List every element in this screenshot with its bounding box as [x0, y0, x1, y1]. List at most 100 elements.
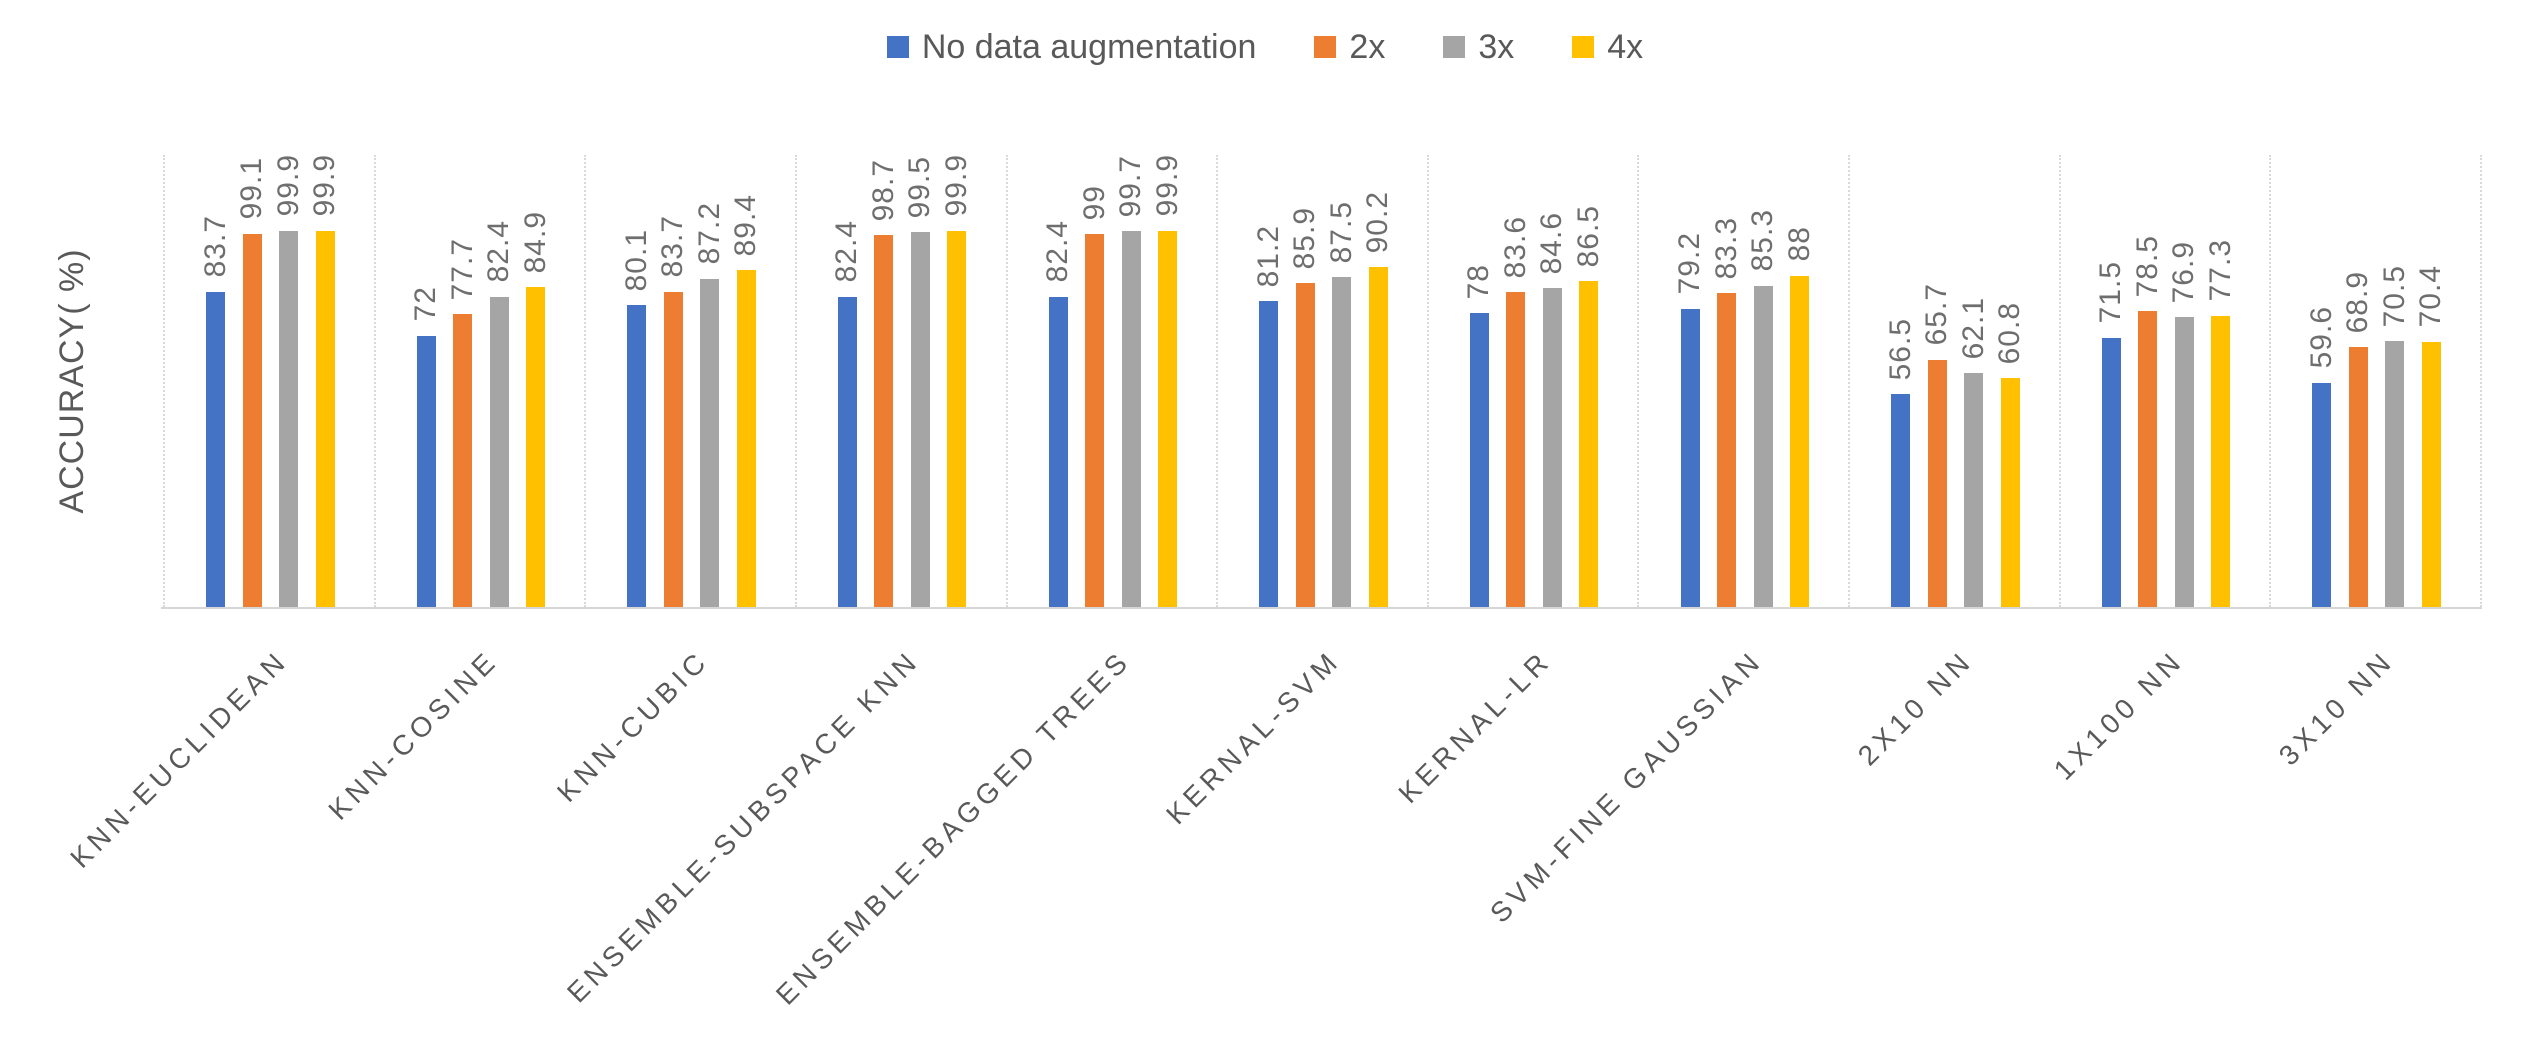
- bar: [874, 235, 894, 607]
- legend-swatch-icon: [1443, 36, 1466, 58]
- plot-right-edge: [2480, 155, 2482, 607]
- legend-label: 2x: [1349, 28, 1386, 66]
- bar-group: 71.5 78.5 76.9 77.3: [2058, 155, 2272, 607]
- bar-group: 59.6 68.9 70.5 70.4: [2269, 155, 2482, 607]
- bar-value-label: 82.4: [830, 220, 864, 283]
- bar: [1368, 267, 1388, 607]
- bar: [1259, 301, 1279, 607]
- bar-value-label: 99.9: [939, 154, 973, 217]
- bar-value-label: 62.1: [1956, 296, 1990, 360]
- legend-label: No data augmentation: [921, 28, 1257, 66]
- bar-value-label: 71.5: [2094, 261, 2128, 324]
- bar-value-label: 84.6: [1535, 211, 1569, 275]
- bar: [2348, 347, 2368, 607]
- bar: [1790, 275, 1810, 607]
- bar-group: 72 77.7 82.4 84.9: [373, 155, 587, 607]
- bar: [416, 335, 436, 607]
- bar: [2211, 315, 2231, 607]
- bar: [1506, 292, 1526, 607]
- bar-value-label: 77.3: [2203, 239, 2237, 302]
- bar-group: 82.4 98.7 99.5 99.9: [794, 154, 1008, 607]
- bar-value-label: 60.8: [1993, 301, 2027, 364]
- bar-value-label: 99.7: [1114, 155, 1148, 218]
- bar-value-label: 90.2: [1361, 190, 1395, 254]
- bar-value-label: 83.3: [1709, 216, 1743, 280]
- legend-item: No data augmentation: [886, 28, 1257, 66]
- bar-value-label: 85.9: [1288, 207, 1322, 270]
- bar: [1964, 373, 1984, 607]
- bar: [279, 230, 299, 607]
- bar: [1717, 293, 1737, 607]
- bar-value-label: 98.7: [866, 158, 900, 222]
- bar-value-label: 79.2: [1673, 232, 1707, 295]
- bar-value-label: 76.9: [2167, 240, 2201, 304]
- bar-group: 78 83.6 84.6 86.5: [1426, 155, 1640, 607]
- bar-value-label: 99.1: [235, 157, 269, 220]
- bar-value-label: 68.9: [2341, 271, 2375, 334]
- category-label: KERNAL-SVM: [1160, 644, 1347, 831]
- bar: [700, 278, 720, 607]
- bar-value-label: 87.5: [1324, 201, 1358, 264]
- bar-value-label: 77.7: [445, 237, 479, 301]
- bar-value-label: 70.5: [2377, 265, 2411, 328]
- bar: [2101, 337, 2121, 607]
- bar-value-label: 84.9: [518, 210, 552, 274]
- bar: [2312, 382, 2332, 607]
- bar-value-label: 56.5: [1883, 317, 1917, 381]
- bar-value-label: 86.5: [1571, 204, 1605, 268]
- bar: [2000, 378, 2020, 607]
- legend-item: 3x: [1443, 30, 1514, 64]
- bar-value-label: 82.4: [482, 220, 516, 283]
- bar-value-label: 89.4: [729, 193, 763, 257]
- bar-value-label: 88: [1782, 226, 1816, 262]
- bar-value-label: 83.6: [1498, 215, 1532, 279]
- bar-group: 81.2 85.9 87.5 90.2: [1216, 155, 1429, 607]
- bar: [242, 233, 262, 607]
- bar-value-label: 78: [1462, 263, 1496, 300]
- bar: [1927, 359, 1947, 607]
- bar-value-label: 99.9: [1150, 154, 1184, 217]
- bar: [1295, 283, 1315, 607]
- bar: [2421, 341, 2441, 607]
- legend-label: 4x: [1607, 28, 1644, 66]
- bar: [1891, 394, 1911, 607]
- bar-group: 80.1 83.7 87.2 89.4: [584, 155, 797, 607]
- bar: [910, 232, 930, 607]
- bar: [1753, 285, 1773, 607]
- y-axis-title: ACCURACY( %): [53, 248, 91, 514]
- bar: [1332, 277, 1352, 607]
- bar-value-label: 82.4: [1041, 220, 1075, 283]
- legend-item: 4x: [1572, 30, 1643, 64]
- bar-value-label: 85.3: [1746, 209, 1780, 272]
- legend-item: 2x: [1314, 30, 1385, 64]
- bar: [489, 296, 509, 607]
- bar: [1085, 234, 1105, 607]
- bar: [2174, 317, 2194, 607]
- legend-swatch-icon: [1572, 36, 1595, 58]
- bar-group: 82.4 99 99.7 99.9: [1005, 154, 1219, 607]
- category-label: 2X10 NN: [1851, 644, 1979, 772]
- bar: [315, 230, 335, 607]
- legend-swatch-icon: [886, 36, 909, 58]
- bar-value-label: 99.9: [271, 154, 305, 217]
- category-label: KNN-CUBIC: [551, 644, 715, 809]
- bar-value-label: 99.9: [308, 154, 342, 217]
- category-label: ENSEMBLE-SUBSPACE KNN: [561, 644, 926, 1009]
- bar: [2138, 311, 2158, 607]
- bar-value-label: 80.1: [619, 228, 653, 292]
- bar: [1542, 288, 1562, 607]
- legend-label: 3x: [1478, 28, 1515, 66]
- bar: [663, 291, 683, 607]
- category-label: KNN-COSINE: [322, 644, 505, 826]
- bar: [1158, 230, 1178, 607]
- x-axis-line: [161, 607, 2482, 609]
- bar-value-label: 70.4: [2414, 265, 2448, 328]
- legend: No data augmentation 2x 3x 4x: [0, 30, 2530, 64]
- bar: [2385, 341, 2405, 607]
- bar: [1048, 296, 1068, 607]
- bar-group: 56.5 65.7 62.1 60.8: [1848, 155, 2061, 607]
- category-label: 3X10 NN: [2272, 644, 2400, 772]
- bar: [1579, 281, 1599, 607]
- legend-swatch-icon: [1314, 36, 1337, 58]
